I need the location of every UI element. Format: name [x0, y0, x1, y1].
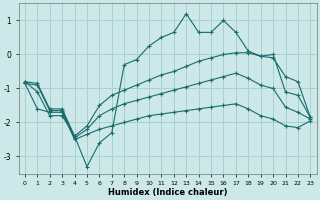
- X-axis label: Humidex (Indice chaleur): Humidex (Indice chaleur): [108, 188, 228, 197]
